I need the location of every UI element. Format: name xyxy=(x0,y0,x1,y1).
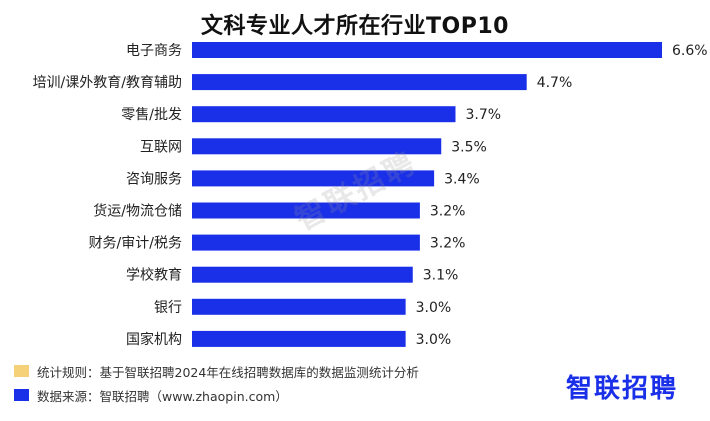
category-label-7: 财务/审计/税务 xyxy=(89,236,182,252)
category-label-1: 电子商务 xyxy=(126,43,182,59)
value-label-3: 3.7% xyxy=(465,107,501,123)
value-label-5: 3.4% xyxy=(444,171,480,187)
category-label-4: 互联网 xyxy=(140,139,182,155)
legend-swatch-rule xyxy=(14,365,29,377)
bar-8 xyxy=(192,266,413,283)
category-label-3: 零售/批发 xyxy=(121,107,182,123)
value-label-6: 3.2% xyxy=(430,204,466,220)
value-label-8: 3.1% xyxy=(423,268,459,284)
value-label-4: 3.5% xyxy=(451,139,487,155)
bar-2 xyxy=(192,74,527,91)
bar-6 xyxy=(192,202,420,219)
value-label-7: 3.2% xyxy=(430,236,466,252)
bar-5 xyxy=(192,170,435,187)
legend-item-source: 数据来源：智联招聘（www.zhaopin.com） xyxy=(14,385,419,405)
legend-swatch-source xyxy=(14,389,29,401)
legend-item-rule: 统计规则：基于智联招聘2024年在线招聘数据库的数据监测统计分析 xyxy=(14,361,419,381)
value-label-1: 6.6% xyxy=(672,43,708,59)
value-label-9: 3.0% xyxy=(416,300,452,316)
legend-text-source: 数据来源：智联招聘（www.zhaopin.com） xyxy=(37,388,288,404)
chart-title: 文科专业人才所在行业TOP10 xyxy=(201,14,509,39)
category-label-10: 国家机构 xyxy=(126,331,182,348)
bar-4 xyxy=(192,138,442,155)
value-label-2: 4.7% xyxy=(537,75,573,91)
bar-3 xyxy=(192,106,456,123)
bar-10 xyxy=(192,330,406,347)
category-label-8: 学校教育 xyxy=(126,267,182,284)
legend-text-rule: 统计规则：基于智联招聘2024年在线招聘数据库的数据监测统计分析 xyxy=(37,364,419,380)
category-label-5: 咨询服务 xyxy=(126,171,182,187)
bar-chart: 电子商务 6.6% 培训/课外教育/教育辅助 4.7% 零售/批发 3.7% 互联网 3.5%… xyxy=(33,42,708,348)
bar-1 xyxy=(192,42,662,58)
category-label-6: 货运/物流仓储 xyxy=(93,203,182,220)
category-label-9: 银行 xyxy=(154,300,182,316)
legend: 统计规则：基于智联招聘2024年在线招聘数据库的数据监测统计分析 数据来源：智联… xyxy=(14,361,419,409)
category-label-2: 培训/课外教育/教育辅助 xyxy=(33,75,182,91)
value-label-10: 3.0% xyxy=(416,332,452,348)
bar-9 xyxy=(192,298,406,315)
bar-7 xyxy=(192,234,420,251)
zhaopin-logo: 智联招聘 xyxy=(566,374,679,404)
